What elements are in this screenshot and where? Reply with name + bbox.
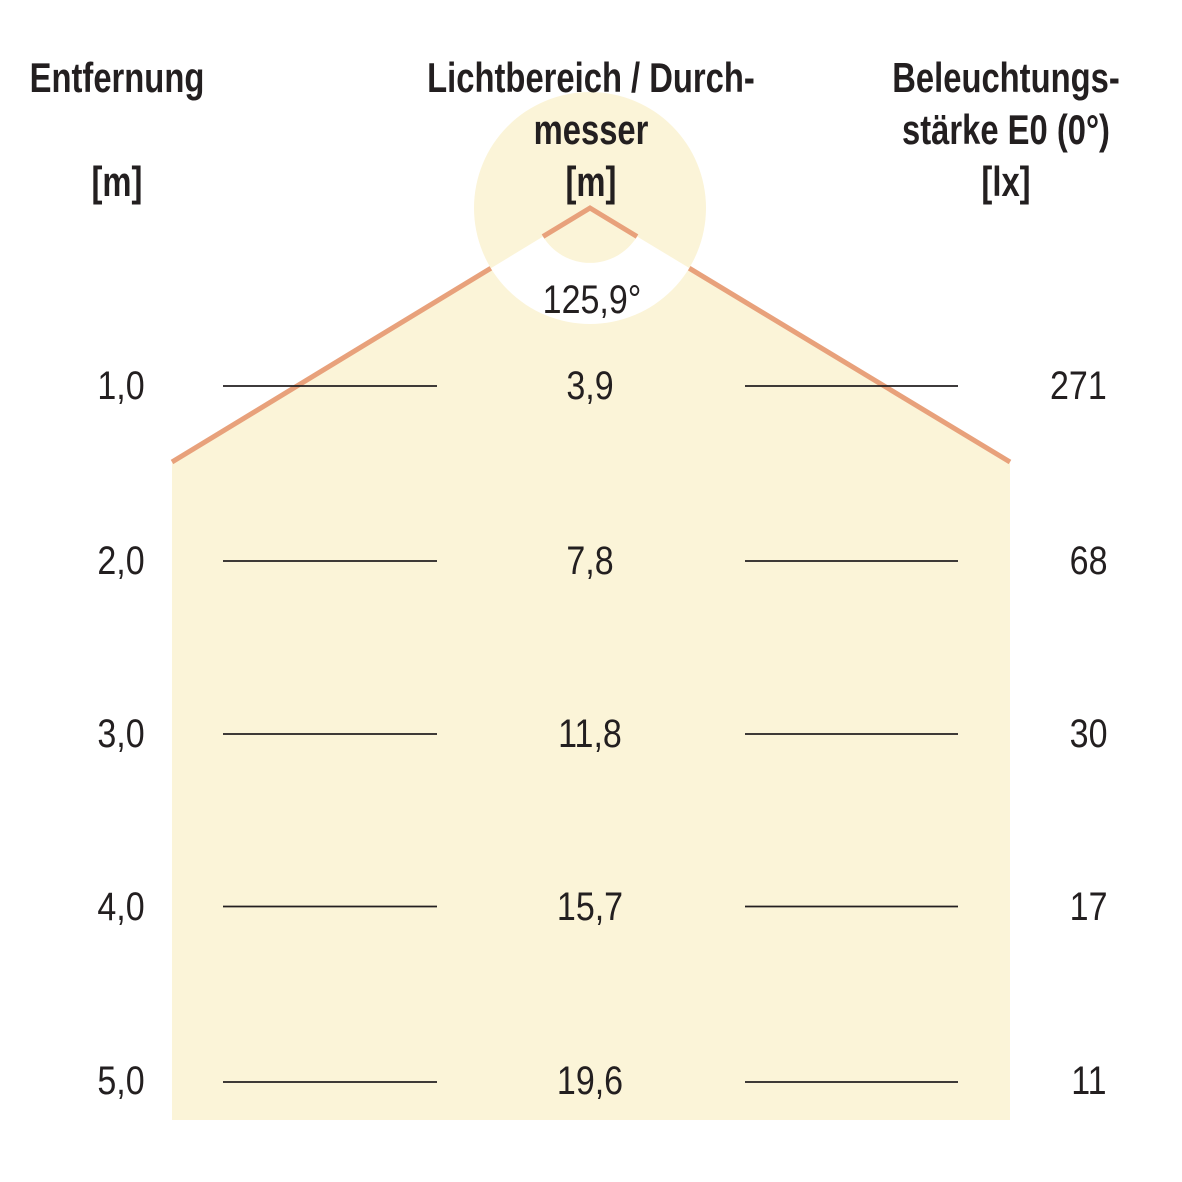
cone-edge-left (170, 266, 493, 465)
apex-outline (541, 205, 639, 239)
distance-value: 1,0 (97, 364, 145, 408)
header-line (30, 104, 205, 156)
distance-value: 2,0 (97, 539, 145, 583)
column-header-illuminance: Beleuchtungs- stärke E0 (0°) [lx] (892, 52, 1120, 208)
beam-angle-value: 125,9° (542, 278, 642, 322)
header-line: stärke E0 (0°) (902, 106, 1110, 153)
diameter-value: 3,9 (566, 364, 614, 408)
diameter-value: 15,7 (556, 885, 624, 929)
light-cone-fill (172, 92, 1010, 1120)
distance-value: 5,0 (97, 1059, 145, 1103)
column-header-distance: Entfernung [m] (30, 52, 205, 208)
distance-value: 4,0 (97, 885, 145, 929)
header-line: [m] (565, 158, 617, 205)
header-line: Lichtbereich / Durch- (427, 54, 755, 101)
illuminance-value: 11 (1071, 1059, 1107, 1103)
illuminance-value: 271 (1050, 364, 1107, 408)
header-line: Entfernung (29, 54, 205, 101)
column-header-diameter: Lichtbereich / Durch- messer [m] (427, 52, 755, 208)
illuminance-value: 30 (1069, 712, 1107, 756)
diameter-value: 11,8 (558, 712, 622, 756)
header-line: [m] (91, 158, 143, 205)
header-line: messer (533, 106, 649, 153)
header-line: Beleuchtungs- (892, 54, 1120, 101)
cone-edge-right (687, 266, 1012, 465)
distance-value: 3,0 (97, 712, 145, 756)
diameter-value: 7,8 (566, 539, 614, 583)
apex-fan-fill (543, 208, 637, 263)
header-line: [lx] (981, 158, 1031, 205)
illuminance-value: 68 (1069, 539, 1107, 583)
diameter-value: 19,6 (556, 1059, 624, 1103)
illuminance-value: 17 (1069, 885, 1107, 929)
